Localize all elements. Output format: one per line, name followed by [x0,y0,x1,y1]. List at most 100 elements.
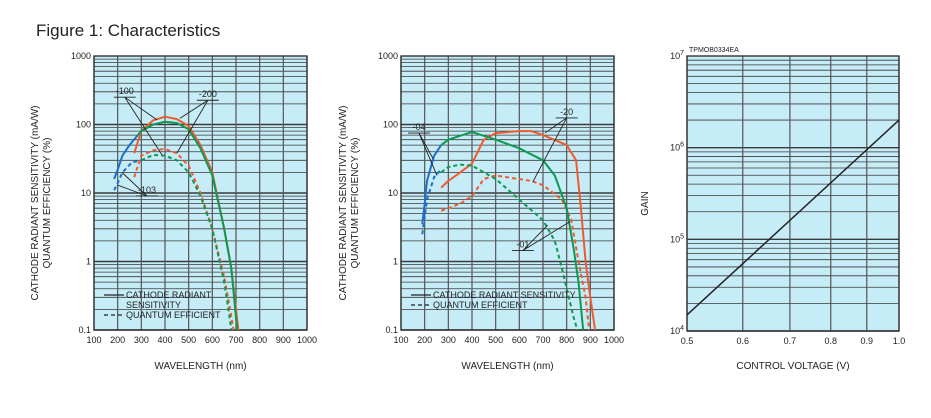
legend-label: CATHODE RADIANT SENSITIVITY [433,290,576,300]
series-line--01-cathode-radiant-sensitivity [440,130,585,331]
x-tick-label: 300 [441,335,456,345]
x-tick-label: 0.7 [784,336,797,346]
y-tick-label: 105 [670,233,684,244]
tick-base: 10 [670,234,680,244]
x-tick-label: 400 [157,335,172,345]
x-axis-label: CONTROL VOLTAGE (V) [736,361,849,372]
y-tick-label: 0.1 [78,325,91,335]
annotation-label: -01 [516,240,529,250]
x-tick-label: 0.6 [737,336,750,346]
figure-code: TPMOB0334EA [689,47,739,54]
x-tick-label: 1.0 [893,336,906,346]
annotation-leader-line [418,132,438,176]
chart-1: 100 200 300 400 500 600 700 800 900 1000 0.1 1 10 100… [30,51,317,372]
y-tick-label: 10 [81,188,91,198]
legend-label: SENSITIVITY [126,300,181,310]
y-tick-label: 104 [670,325,684,336]
tick-exponent: 7 [680,50,684,57]
annotation-leader-line [544,117,567,134]
x-tick-label: 700 [535,335,550,345]
plot-frame [400,55,615,331]
y-axis-label: CATHODE RADIANT SENSITIVITY (mA/W) [30,105,41,300]
tick-base: 10 [670,326,680,336]
series-line--103-quantum-efficiency [113,159,142,191]
plot-frame [686,55,900,332]
chart-2: 100 200 300 400 500 600 700 800 900 1000 0.1 1 10 100… [338,51,624,372]
annotation-leader-line [121,172,148,197]
annotation-leader-line [532,117,568,183]
x-tick-label: 500 [488,335,503,345]
annotation-leader-line [176,100,209,154]
legend-label: QUANTUM EFFICIENT [433,300,528,310]
x-axis-label: WAVELENGTH (nm) [154,361,246,372]
y-tick-label: 106 [670,142,684,153]
y-tick-label: 0.1 [385,325,398,335]
y-tick-label: 1 [393,257,398,267]
annotation-label: -103 [138,185,156,195]
y-tick-label: 1 [86,257,91,267]
annotation-leader-line [418,132,434,159]
series-line--200-quantum-efficiency [133,147,235,331]
y-axis-label: CATHODE RADIANT SENSITIVITY (mA/W) [338,105,349,300]
annotation-leader-line [522,224,549,251]
annotation-label: -04 [412,122,425,132]
x-tick-label: 800 [252,335,267,345]
legend-label: CATHODE RADIANT [126,290,212,300]
x-tick-label: 0.5 [681,336,694,346]
annotation-label: -100 [116,86,134,96]
y-tick-label: 100 [383,120,398,130]
annotation-leader-line [124,96,163,156]
series-line--20-quantum-efficiency [440,174,591,331]
series-line--100-quantum-efficiency [140,153,233,331]
plot-area [687,56,899,331]
y-axis-label: QUANTUM EFFICIENCY (%) [350,138,361,269]
annotation-leader-line [179,99,209,119]
y-tick-label: 107 [670,50,684,61]
grid [400,56,615,331]
y-tick-label: 1000 [71,51,91,61]
tick-base: 10 [670,143,680,153]
x-tick-label: 200 [417,335,432,345]
series-line--20-cathode-radiant-sensitivity [440,130,597,331]
x-tick-label: 400 [464,335,479,345]
x-tick-label: 900 [276,335,291,345]
y-axis-label: GAIN [640,191,651,215]
x-tick-label: 0.9 [861,336,874,346]
x-tick-label: 300 [134,335,149,345]
tick-exponent: 5 [680,233,684,240]
x-tick-label: 200 [110,335,125,345]
legend-label: QUANTUM EFFICIENT [126,310,221,320]
x-tick-label: 600 [205,335,220,345]
x-tick-label: 900 [583,335,598,345]
annotation-leader-line [117,184,148,197]
annotation-leader-line [522,221,570,251]
series-line--103-cathode-radiant-sensitivity [113,134,139,180]
series-line--100-cathode-radiant-sensitivity [137,120,239,331]
x-tick-label: 700 [228,335,243,345]
series-line--01-quantum-efficiency [440,163,579,331]
plot-frame [93,55,308,331]
annotation-label: -200 [199,89,217,99]
x-tick-label: 1000 [604,335,624,345]
y-tick-label: 100 [76,120,91,130]
annotation-leader-line [124,96,158,121]
tick-exponent: 4 [680,325,684,332]
figure-title: Figure 1: Characteristics [36,21,221,40]
tick-exponent: 6 [680,142,684,149]
x-axis-label: WAVELENGTH (nm) [461,361,553,372]
y-tick-label: 10 [388,188,398,198]
x-tick-label: 500 [181,335,196,345]
x-tick-label: 100 [393,335,408,345]
annotation-label: -20 [560,107,573,117]
x-tick-label: 100 [86,335,101,345]
x-tick-label: 800 [559,335,574,345]
series-line--04-cathode-radiant-sensitivity [421,144,443,225]
series-line-gain [686,119,900,316]
x-tick-label: 1000 [297,335,317,345]
x-tick-label: 600 [512,335,527,345]
tick-base: 10 [670,51,680,61]
